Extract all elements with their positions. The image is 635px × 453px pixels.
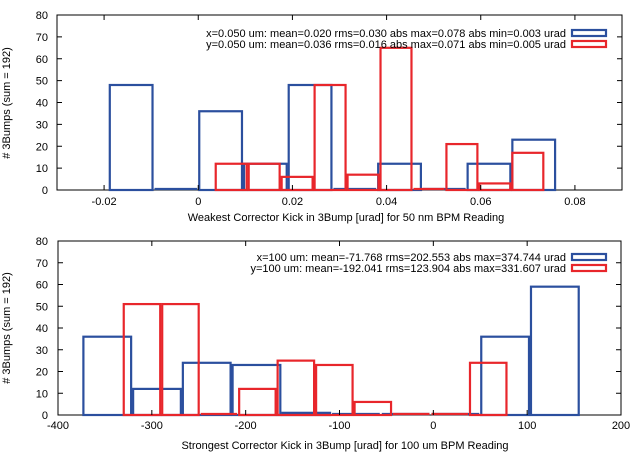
y-tick-label: 20	[36, 367, 48, 379]
bar-series-1-bin-1	[247, 162, 281, 192]
x-axis-label: Weakest Corrector Kick in 3Bump [urad] f…	[188, 212, 505, 224]
bar-series-0-bin-9	[511, 138, 557, 192]
bar-series-1-bin-4	[276, 359, 316, 417]
bar-series-1-bin-2	[280, 175, 314, 192]
bar-series-1-bin-3	[313, 83, 347, 192]
y-axis-label: # 3Bumps (sum = 192)	[1, 272, 13, 384]
bar-series-1-bin-6	[353, 400, 393, 417]
bar-series-1-bin-9	[511, 151, 545, 192]
x-tick-label: 0.08	[564, 196, 585, 208]
legend-label-1: y=100 um: mean=-192.041 rms=123.904 abs …	[250, 263, 566, 275]
x-tick-label: -0.02	[92, 196, 117, 208]
y-tick-label: 50	[36, 301, 48, 313]
bar-series-1-bin-0	[122, 302, 162, 417]
y-tick-label: 0	[42, 410, 48, 422]
legend-swatch-1	[570, 39, 608, 49]
bar-series-0-bin-8	[480, 335, 531, 417]
y-tick-label: 20	[36, 141, 48, 153]
bar-series-1-bin-4	[346, 173, 380, 192]
y-tick-label: 10	[36, 388, 48, 400]
bar-series-0-bin-0	[108, 83, 154, 192]
bar-series-1-bin-3	[238, 387, 277, 417]
y-tick-label: 70	[36, 258, 48, 270]
bar-series-0-bin-4	[287, 83, 333, 192]
bar-series-0-bin-2	[198, 110, 244, 192]
x-tick-label: 0	[195, 196, 201, 208]
bar-series-0-bin-9	[529, 285, 580, 417]
legend-label-0: x=0.050 um: mean=0.020 rms=0.030 abs max…	[206, 28, 566, 40]
y-tick-label: 0	[42, 185, 48, 197]
x-tick-label: 0.06	[470, 196, 491, 208]
y-tick-label: 60	[36, 280, 48, 292]
bar-series-1-bin-9	[468, 361, 508, 417]
y-tick-label: 10	[36, 163, 48, 175]
x-tick-label: -200	[235, 420, 257, 432]
y-tick-label: 80	[36, 236, 48, 248]
bar-series-0-bin-2	[181, 361, 232, 417]
y-tick-label: 40	[36, 323, 48, 335]
legend-swatch-0	[570, 28, 608, 38]
y-tick-label: 30	[36, 345, 48, 357]
y-tick-label: 60	[36, 54, 48, 66]
y-tick-label: 40	[36, 98, 48, 110]
x-tick-label: 100	[518, 420, 536, 432]
bar-series-1-bin-7	[445, 142, 479, 192]
x-axis-label: Strongest Corrector Kick in 3Bump [urad]…	[181, 440, 508, 452]
x-tick-label: 0.02	[282, 196, 303, 208]
x-tick-label: 0	[430, 420, 436, 432]
bar-series-0-bin-1	[132, 387, 182, 417]
legend-swatch-0	[570, 252, 608, 262]
x-tick-label: 200	[612, 420, 630, 432]
legend-label-0: x=100 um: mean=-71.768 rms=202.553 abs m…	[257, 252, 566, 264]
y-tick-label: 80	[36, 10, 48, 22]
legend-label-1: y=0.050 um: mean=0.036 rms=0.016 abs max…	[206, 39, 566, 51]
bar-series-1-bin-5	[379, 46, 413, 192]
x-tick-label: -400	[47, 420, 69, 432]
y-tick-label: 70	[36, 32, 48, 44]
y-tick-label: 30	[36, 119, 48, 131]
bar-series-0-bin-0	[82, 335, 133, 417]
bar-series-0-bin-8	[466, 162, 512, 192]
chart-strongest-kick: 0 10 20 30 40 50 60 70 80 -400 -300 -200 -100 0 100 200…	[1, 236, 630, 452]
x-tick-label: -100	[328, 420, 350, 432]
bar-series-1-bin-1	[161, 302, 200, 417]
bar-series-1-bin-8	[478, 182, 512, 192]
x-tick-label: 0.04	[376, 196, 397, 208]
bar-series-1-bin-5	[315, 363, 354, 417]
legend-swatch-1	[570, 263, 608, 273]
bar-series-0-bin-6	[377, 162, 422, 192]
y-axis-label: # 3Bumps (sum = 192)	[1, 47, 13, 159]
x-tick-label: -300	[141, 420, 163, 432]
bar-series-1-bin-0	[214, 162, 248, 192]
y-tick-label: 50	[36, 76, 48, 88]
